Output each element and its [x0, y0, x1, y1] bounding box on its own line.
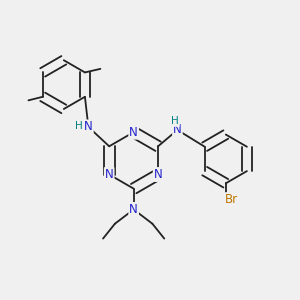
Text: H: H	[75, 121, 83, 131]
Text: N: N	[129, 126, 138, 139]
Text: N: N	[84, 121, 93, 134]
Text: H: H	[171, 116, 179, 126]
Text: N: N	[129, 203, 138, 216]
Text: N: N	[105, 168, 114, 181]
Text: N: N	[173, 123, 182, 136]
Text: Br: Br	[225, 193, 238, 206]
Text: N: N	[154, 168, 163, 181]
